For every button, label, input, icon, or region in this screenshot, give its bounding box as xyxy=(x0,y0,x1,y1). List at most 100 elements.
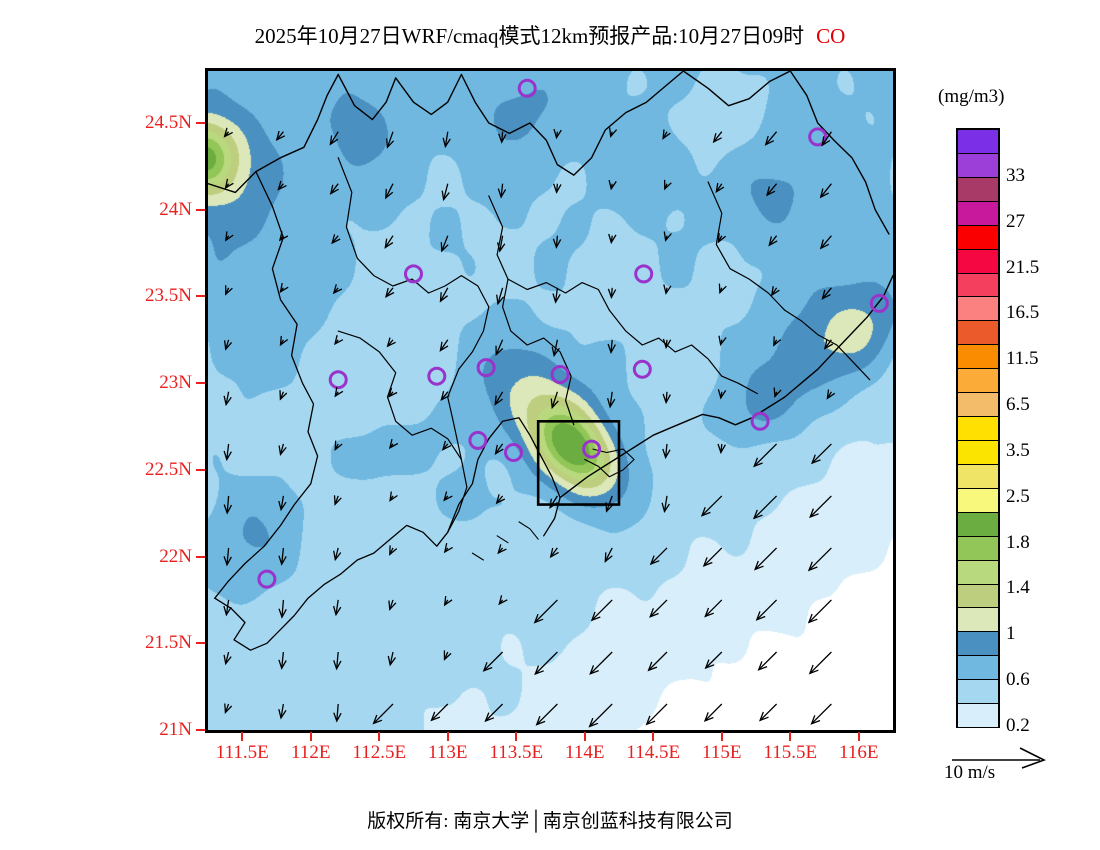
wind-vector-arrow xyxy=(549,498,558,509)
colorbar-band xyxy=(958,176,998,201)
wind-vector-arrow xyxy=(225,285,233,296)
wind-vector-arrow xyxy=(809,508,819,519)
x-axis-tick-label: 114.5E xyxy=(626,742,681,763)
monitoring-station-marker[interactable] xyxy=(632,359,652,379)
monitoring-station-marker[interactable] xyxy=(427,366,447,386)
x-axis-tick-mark xyxy=(720,732,723,741)
monitoring-station-marker[interactable] xyxy=(808,127,828,147)
wind-vector-arrow xyxy=(717,389,727,400)
wind-vector-arrow xyxy=(333,660,342,671)
wind-vector-arrow xyxy=(372,714,383,725)
study-area-box xyxy=(536,420,621,506)
x-axis-tick-label: 113.5E xyxy=(489,742,544,763)
wind-vector-arrow xyxy=(589,703,613,727)
y-axis-tick-label: 21N xyxy=(159,719,192,740)
wind-vector-arrow xyxy=(496,242,506,253)
monitoring-station-marker[interactable] xyxy=(582,439,602,459)
wind-vector-arrow xyxy=(810,454,821,465)
monitoring-station-marker[interactable] xyxy=(468,430,488,450)
x-axis-tick-mark xyxy=(789,732,792,741)
wind-vector-arrow xyxy=(712,133,722,144)
province-boundary xyxy=(789,71,890,235)
monitoring-station-marker[interactable] xyxy=(517,78,537,98)
wind-vector-arrow xyxy=(591,599,613,621)
wind-vector-arrow xyxy=(662,129,671,140)
wind-vector-arrow xyxy=(700,506,711,517)
wind-vector-arrow xyxy=(373,703,394,724)
wind-vector-arrow xyxy=(809,651,832,674)
wind-vector-arrow xyxy=(810,715,821,725)
wind-vector-arrow xyxy=(662,448,671,460)
wind-vector-arrow xyxy=(663,231,672,242)
wind-vector-arrow xyxy=(610,339,613,353)
colorbar-band xyxy=(958,727,998,751)
wind-scale-arrow-icon xyxy=(952,747,1047,769)
wind-vector-arrow xyxy=(444,131,449,147)
wind-vector-arrow xyxy=(331,234,341,245)
wind-vector-arrow xyxy=(705,651,723,669)
wind-vector-arrow xyxy=(336,703,339,722)
colorbar-band xyxy=(958,679,998,704)
wind-vector-arrow xyxy=(821,131,832,146)
wind-vector-arrow xyxy=(494,443,504,455)
colorbar[interactable] xyxy=(956,128,1000,751)
y-axis-tick-label: 23.5N xyxy=(145,285,192,307)
colorbar-tick-label: 2.5 xyxy=(1006,485,1030,507)
wind-vector-arrow xyxy=(499,235,504,252)
wind-vector-arrow xyxy=(555,235,559,248)
wind-vector-arrow xyxy=(604,547,613,562)
wind-vector-arrow xyxy=(821,287,832,300)
wind-vector-arrow xyxy=(549,495,558,508)
wind-vector-arrow xyxy=(765,131,778,146)
monitoring-station-marker[interactable] xyxy=(869,293,889,313)
coastline xyxy=(214,170,319,599)
wind-vector-arrow xyxy=(764,135,775,146)
monitoring-station-marker[interactable] xyxy=(504,443,523,462)
monitoring-station-marker[interactable] xyxy=(550,365,570,384)
y-axis-tick-label: 24N xyxy=(159,198,192,220)
wind-vector-arrow xyxy=(607,343,616,354)
wind-vector-arrow xyxy=(334,440,343,452)
wind-vector-arrow xyxy=(441,440,452,451)
wind-vector-arrow xyxy=(549,547,559,559)
monitoring-station-marker[interactable] xyxy=(404,264,423,284)
colorbar-tick-label: 11.5 xyxy=(1006,348,1039,370)
wind-vector-arrow xyxy=(607,288,617,299)
x-axis-tick-mark xyxy=(583,732,586,741)
wind-vector-arrow xyxy=(389,599,394,610)
map-plot-area[interactable] xyxy=(205,68,896,733)
x-axis-tick-mark xyxy=(652,732,655,741)
monitoring-station-marker[interactable] xyxy=(476,358,496,378)
wind-vector-arrow xyxy=(278,445,287,456)
colorbar-tick-label: 16.5 xyxy=(1006,302,1040,324)
coastline xyxy=(559,274,893,499)
colorbar-tick-label: 3.5 xyxy=(1006,439,1030,461)
prefecture-boundary xyxy=(502,278,575,426)
wind-vector-arrow xyxy=(497,287,504,304)
monitoring-station-marker[interactable] xyxy=(257,569,277,589)
wind-vector-arrow xyxy=(753,560,764,571)
wind-vector-arrow xyxy=(225,599,230,615)
wind-vector-arrow xyxy=(224,703,233,715)
wind-vector-arrow xyxy=(384,238,394,249)
wind-vector-arrow xyxy=(755,611,766,621)
wind-vector-arrow xyxy=(440,390,450,402)
wind-vector-arrow xyxy=(439,339,449,351)
wind-vector-arrow xyxy=(483,651,504,672)
wind-vector-arrow xyxy=(819,239,830,250)
wind-vector-arrow xyxy=(388,438,399,450)
colorbar-band xyxy=(958,583,998,608)
monitoring-station-marker[interactable] xyxy=(634,264,654,284)
wind-vector-arrow xyxy=(808,547,832,571)
colorbar-band xyxy=(958,655,998,680)
monitoring-station-marker[interactable] xyxy=(328,370,348,390)
wind-vector-arrow xyxy=(753,443,778,467)
wind-vector-arrow xyxy=(824,339,832,349)
wind-vector-arrow xyxy=(386,131,394,148)
monitoring-station-marker[interactable] xyxy=(750,411,770,431)
wind-vector-arrow xyxy=(223,450,232,462)
wind-vector-arrow xyxy=(494,444,504,456)
wind-vector-arrow xyxy=(226,443,230,460)
colorbar-tick-label: 1.4 xyxy=(1006,577,1030,599)
wind-vector-arrow xyxy=(662,393,671,405)
